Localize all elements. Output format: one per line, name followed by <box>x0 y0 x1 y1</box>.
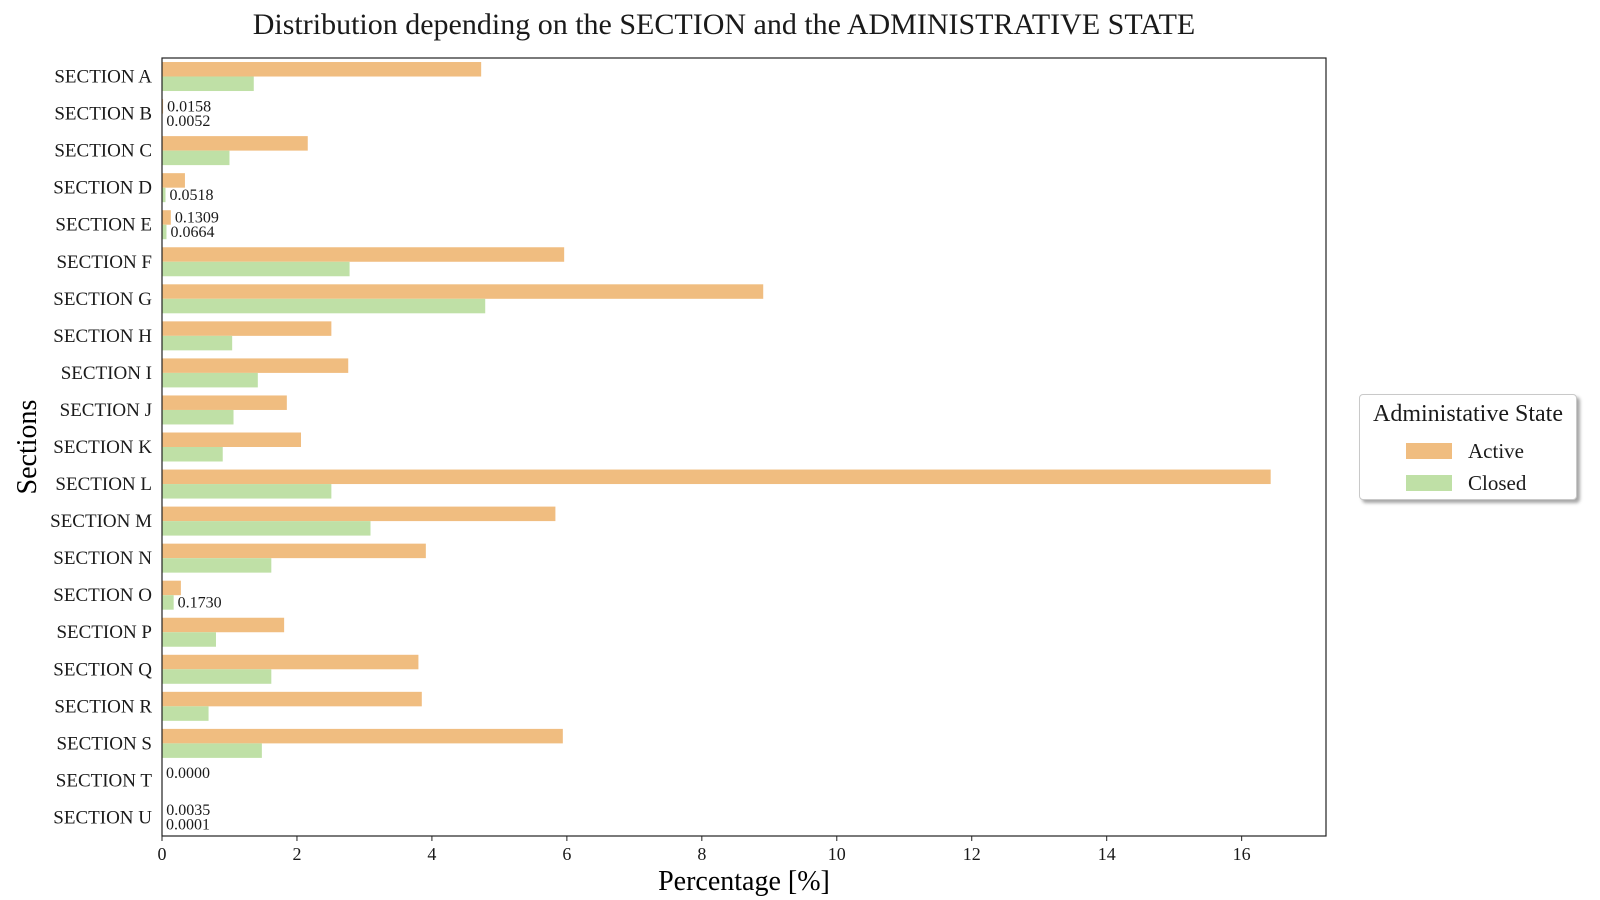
data-label: 0.0000 <box>166 765 210 782</box>
bar-section-l-closed <box>162 484 332 499</box>
data-label: 0.0518 <box>169 187 213 204</box>
x-tick-label: 12 <box>963 844 981 864</box>
y-tick-label: SECTION F <box>56 252 152 273</box>
y-tick-label: SECTION P <box>56 622 152 643</box>
y-tick-label: SECTION M <box>50 511 152 532</box>
bar-section-k-closed <box>162 447 223 462</box>
bar-section-s-active <box>162 728 563 744</box>
bar-section-a-closed <box>162 76 254 92</box>
bar-section-m-active <box>162 506 556 522</box>
data-label: 0.0664 <box>170 224 214 241</box>
legend: Administative State Active Closed <box>1359 394 1577 500</box>
y-tick-label: SECTION R <box>54 696 152 717</box>
y-tick-label: SECTION L <box>55 474 152 495</box>
chart-title: Distribution depending on the SECTION an… <box>252 8 1196 41</box>
y-tick-label: SECTION A <box>54 67 152 88</box>
x-tick-label: 2 <box>292 844 301 864</box>
y-tick-label: SECTION T <box>56 770 153 791</box>
y-tick-label: SECTION G <box>53 289 152 310</box>
bars-layer <box>162 62 1271 832</box>
bar-section-s-closed <box>162 743 262 758</box>
bar-section-j-active <box>162 395 287 410</box>
legend-label-active: Active <box>1468 439 1524 463</box>
bar-section-j-closed <box>162 409 234 425</box>
bar-section-l-active <box>162 469 1271 485</box>
bar-section-g-active <box>162 284 764 299</box>
bar-section-g-closed <box>162 298 486 314</box>
bar-section-m-closed <box>162 521 371 536</box>
data-label: 0.0035 <box>166 802 210 819</box>
bar-section-c-active <box>162 136 308 151</box>
bar-section-o-closed <box>162 595 174 610</box>
legend-swatch-active <box>1406 443 1452 459</box>
bar-section-p-active <box>162 617 285 633</box>
legend-swatch-closed <box>1406 475 1452 491</box>
y-tick-label: SECTION K <box>53 437 152 458</box>
y-tick-label: SECTION J <box>60 400 152 421</box>
y-tick-label: SECTION O <box>53 585 152 606</box>
bar-section-h-closed <box>162 335 233 351</box>
bar-section-k-active <box>162 432 302 447</box>
y-tick-label: SECTION I <box>61 363 152 384</box>
data-label: 0.1309 <box>175 209 219 226</box>
bar-section-i-active <box>162 358 349 373</box>
bar-section-p-closed <box>162 632 216 647</box>
bar-section-n-active <box>162 543 426 559</box>
bar-section-a-active <box>162 62 482 77</box>
x-tick-label: 16 <box>1233 844 1251 864</box>
legend-label-closed: Closed <box>1468 471 1527 495</box>
legend-title: Administative State <box>1373 401 1563 427</box>
bar-section-r-active <box>162 691 422 707</box>
y-axis-label: Sections <box>12 400 43 495</box>
y-tick-label: SECTION U <box>53 807 152 828</box>
bar-section-e-closed <box>162 224 167 240</box>
bar-section-i-closed <box>162 372 258 388</box>
bar-section-f-closed <box>162 261 350 277</box>
bar-section-r-closed <box>162 706 209 721</box>
x-tick-label: 8 <box>697 844 706 864</box>
bar-section-d-active <box>162 173 185 188</box>
x-tick-label: 10 <box>828 844 846 864</box>
y-tick-label: SECTION Q <box>53 659 152 680</box>
bar-section-h-active <box>162 321 332 336</box>
y-tick-label: SECTION E <box>55 215 152 236</box>
y-tick-labels: SECTION A SECTION B SECTION C SECTION D SECT… <box>50 67 152 829</box>
y-tick-label: SECTION H <box>53 326 152 347</box>
bar-section-q-closed <box>162 669 272 684</box>
y-tick-label: SECTION B <box>54 104 152 125</box>
bar-section-o-active <box>162 580 181 596</box>
data-label: 0.0158 <box>167 98 211 115</box>
bar-section-q-active <box>162 654 419 670</box>
bar-section-n-closed <box>162 558 272 573</box>
x-tick-label: 0 <box>158 844 167 864</box>
x-tick-label: 14 <box>1098 844 1116 864</box>
bar-section-c-closed <box>162 150 230 166</box>
data-label: 0.1730 <box>178 594 222 611</box>
bar-section-e-active <box>162 210 171 225</box>
data-label: 0.0001 <box>166 817 210 834</box>
data-label: 0.0052 <box>166 113 210 130</box>
bar-section-d-closed <box>162 187 166 203</box>
y-tick-label: SECTION S <box>56 733 152 754</box>
plot-frame <box>161 57 1327 837</box>
y-tick-label: SECTION C <box>54 141 152 162</box>
x-tick-label: 4 <box>427 844 436 864</box>
y-tick-label: SECTION N <box>53 548 152 569</box>
x-tick-label: 6 <box>562 844 571 864</box>
bar-section-f-active <box>162 247 565 262</box>
y-tick-label: SECTION D <box>53 178 152 199</box>
x-tick-labels: 0 2 4 6 8 10 12 14 16 <box>158 836 1251 864</box>
x-axis-label: Percentage [%] <box>658 866 830 897</box>
